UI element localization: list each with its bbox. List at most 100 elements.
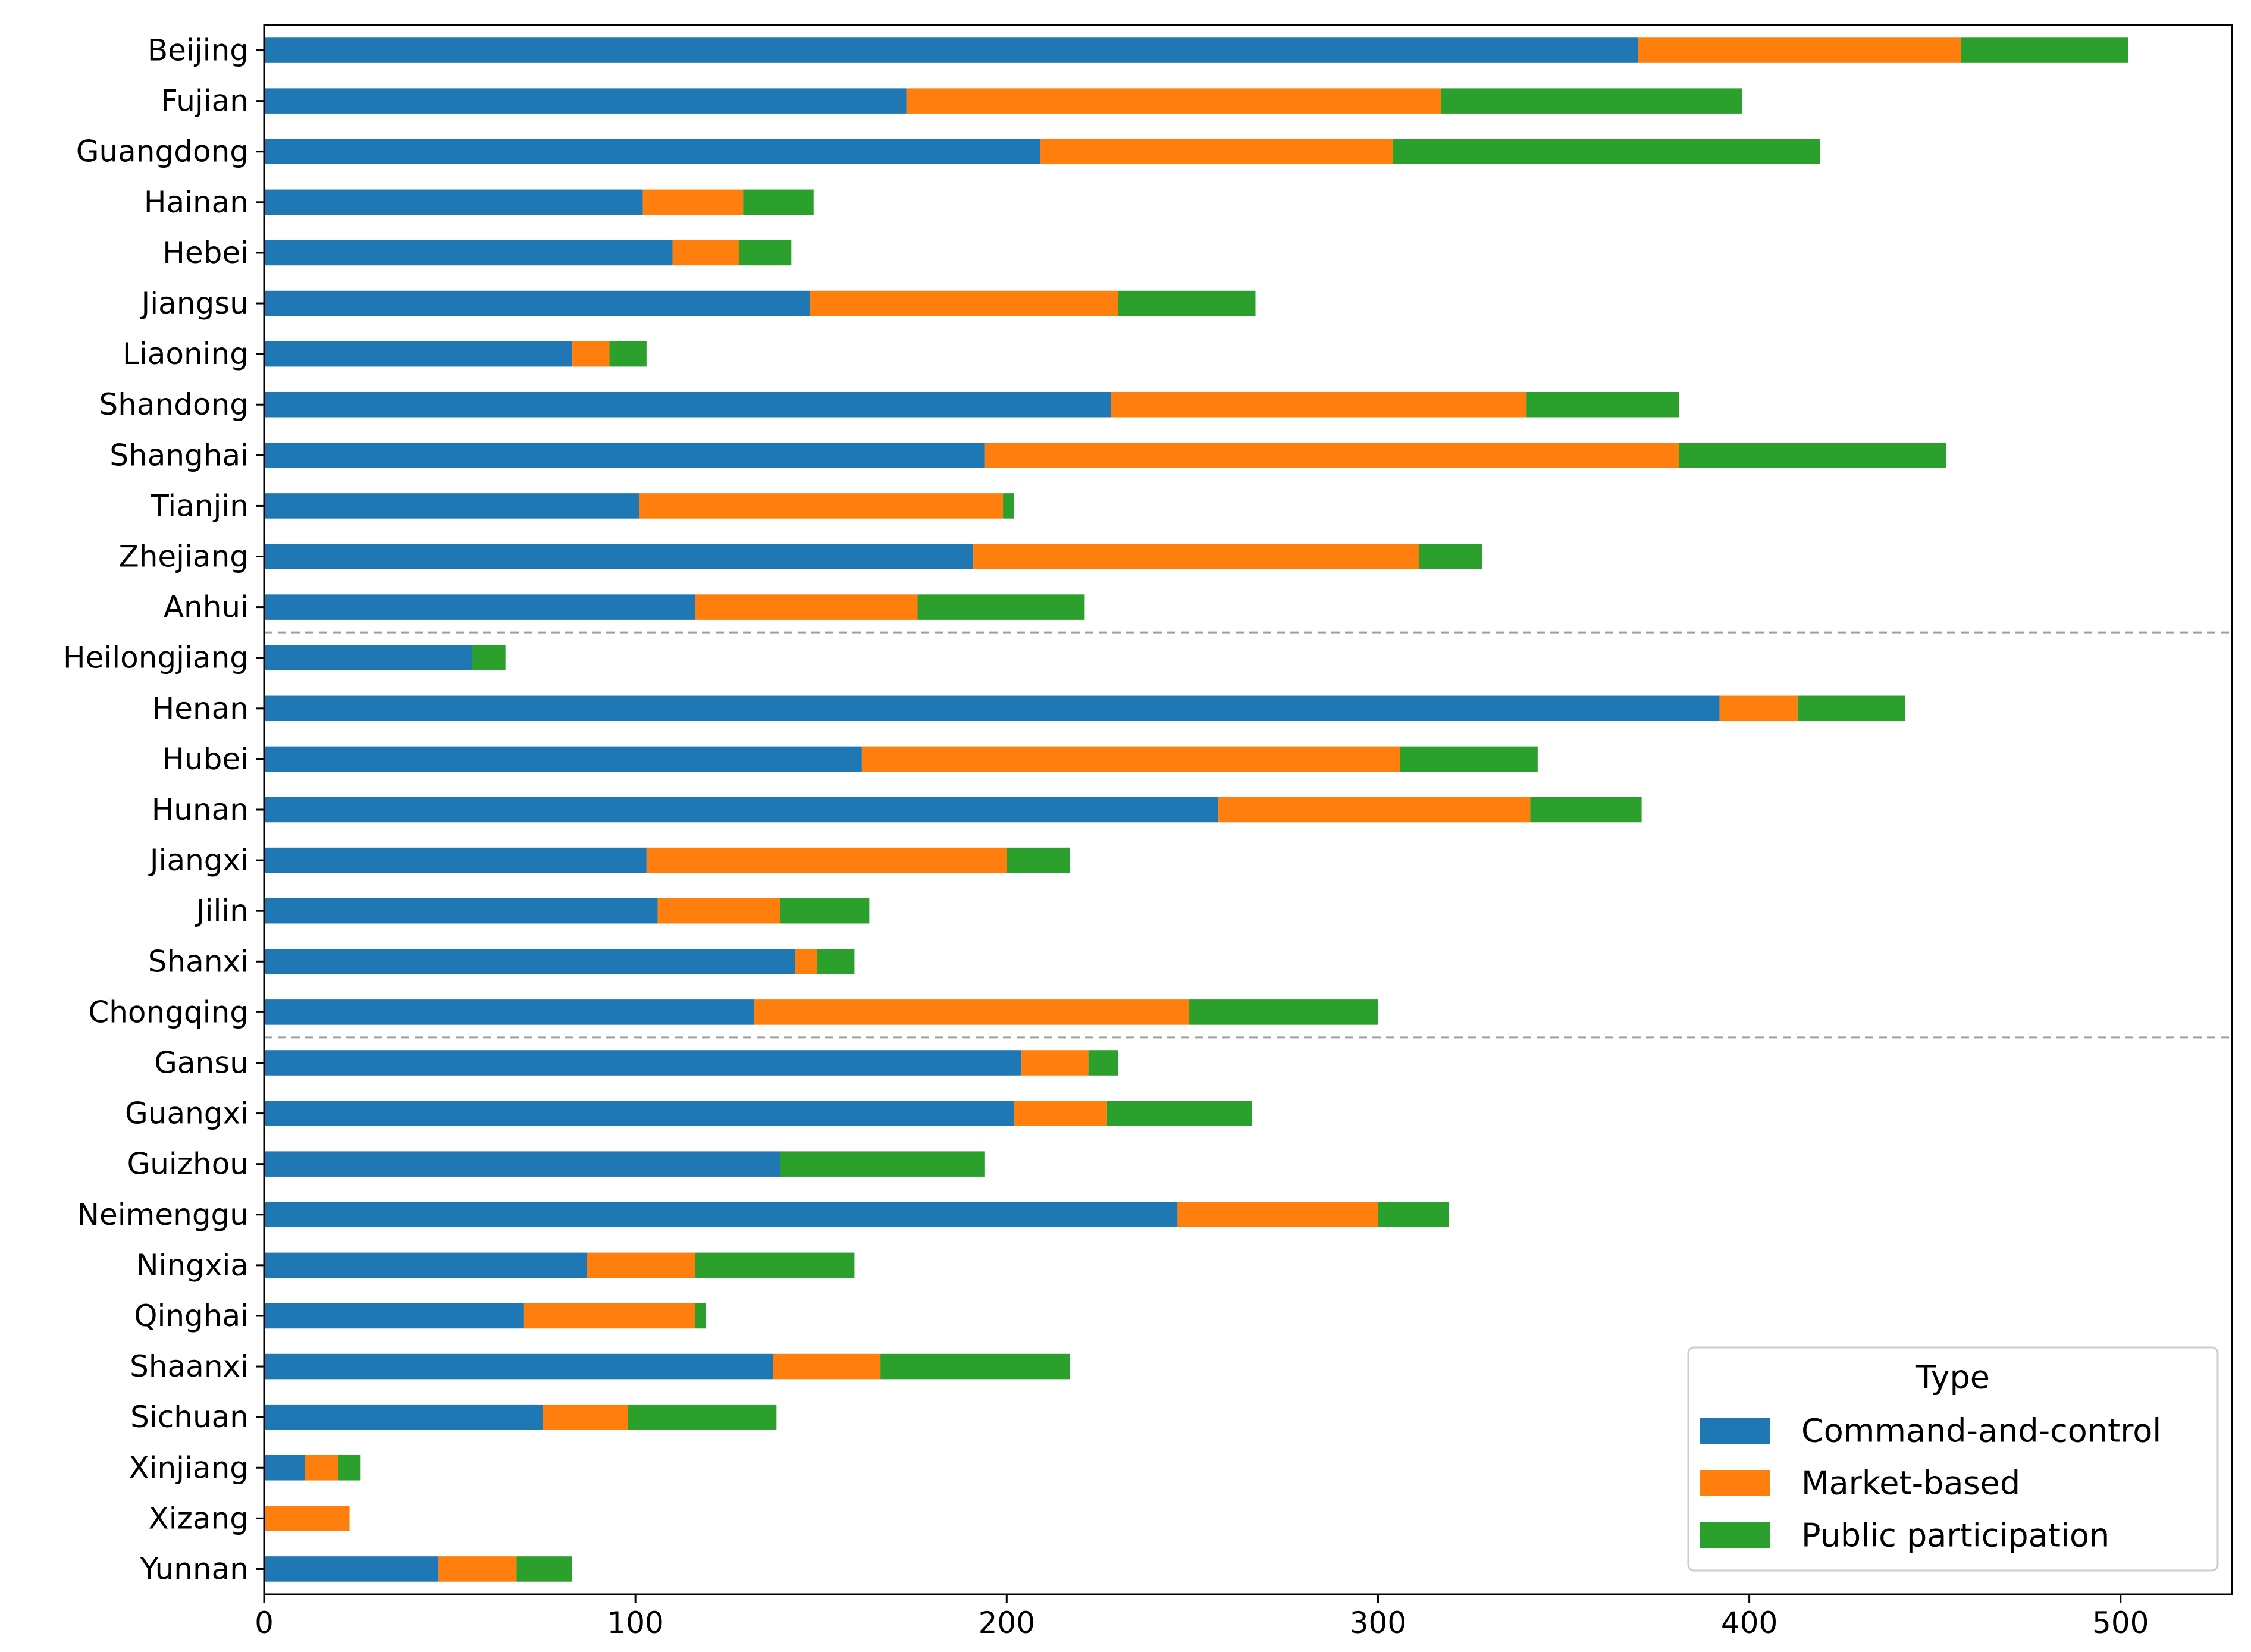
bar-sichuan-command-and-control [264, 1404, 543, 1430]
bar-jilin-public-participation [780, 898, 870, 924]
bar-hunan-command-and-control [264, 797, 1219, 823]
bar-gansu-market-based [1021, 1050, 1089, 1076]
bar-tianjin-market-based [639, 493, 1004, 519]
y-tick-label-guizhou: Guizhou [127, 1147, 249, 1181]
y-tick-label-xinjiang: Xinjiang [128, 1450, 249, 1485]
bar-ningxia-market-based [587, 1252, 695, 1278]
bar-guizhou-command-and-control [264, 1151, 780, 1177]
bar-shanxi-command-and-control [264, 949, 795, 974]
bar-beijing-public-participation [1961, 37, 2128, 63]
bar-chongqing-public-participation [1189, 999, 1378, 1025]
y-tick-label-hunan: Hunan [152, 792, 249, 827]
y-tick-label-hainan: Hainan [144, 185, 249, 220]
legend-label-command-and-control: Command-and-control [1801, 1412, 2161, 1450]
bar-chongqing-command-and-control [264, 999, 754, 1025]
bar-jilin-command-and-control [264, 898, 658, 924]
bar-hunan-market-based [1218, 797, 1531, 823]
bar-hebei-public-participation [739, 240, 792, 266]
bar-guizhou-public-participation [780, 1151, 985, 1177]
y-tick-label-ningxia: Ningxia [136, 1248, 249, 1283]
bar-liaoning-market-based [572, 341, 610, 367]
group-separators [264, 631, 2232, 1039]
bar-shanxi-public-participation [817, 949, 855, 974]
y-tick-label-tianjin: Tianjin [150, 488, 249, 523]
bar-shanxi-market-based [795, 949, 817, 974]
bar-liaoning-command-and-control [264, 341, 573, 367]
y-tick-label-shanxi: Shanxi [148, 944, 249, 979]
y-tick-label-guangdong: Guangdong [76, 134, 249, 169]
bar-shandong-command-and-control [264, 391, 1111, 418]
legend-items: Command-and-control Market-based Public pa… [1700, 1412, 2161, 1554]
legend-swatch-command-and-control [1700, 1418, 1770, 1444]
bar-gansu-command-and-control [264, 1050, 1022, 1076]
bar-guangdong-command-and-control [264, 139, 1040, 165]
bar-shaanxi-public-participation [880, 1353, 1070, 1380]
bar-shaanxi-market-based [773, 1353, 881, 1380]
y-tick-label-liaoning: Liaoning [123, 337, 249, 371]
y-tick-label-yunnan: Yunnan [140, 1551, 249, 1586]
bar-jiangxi-command-and-control [264, 847, 647, 873]
y-tick-label-qinghai: Qinghai [134, 1299, 249, 1333]
bar-shanghai-market-based [984, 443, 1679, 468]
bars-layer [264, 37, 2128, 1582]
y-tick-label-neimenggu: Neimenggu [77, 1198, 249, 1232]
y-tick-label-henan: Henan [152, 691, 249, 726]
y-tick-label-shandong: Shandong [99, 387, 249, 422]
y-tick-label-guangxi: Guangxi [125, 1096, 249, 1131]
bar-guangxi-public-participation [1106, 1101, 1252, 1126]
legend-frame [1687, 1346, 2219, 1572]
bar-shanghai-command-and-control [264, 443, 985, 468]
y-tick-label-shaanxi: Shaanxi [130, 1349, 249, 1384]
bar-zhejiang-market-based [973, 544, 1419, 569]
bar-jiangxi-market-based [646, 847, 1007, 873]
bar-zhejiang-command-and-control [264, 544, 974, 569]
bar-neimenggu-public-participation [1378, 1202, 1449, 1228]
bar-beijing-market-based [1638, 37, 1961, 63]
bar-guangdong-public-participation [1393, 139, 1820, 165]
y-tick-label-xizang: Xizang [149, 1501, 249, 1535]
bar-yunnan-public-participation [516, 1556, 573, 1582]
legend: Type Command-and-control Market-based Publ… [1687, 1346, 2219, 1572]
bar-sichuan-public-participation [628, 1404, 777, 1430]
y-tick-label-sichuan: Sichuan [130, 1400, 249, 1434]
bar-jiangsu-public-participation [1118, 290, 1256, 316]
bar-xinjiang-command-and-control [264, 1454, 305, 1481]
bar-jiangsu-command-and-control [264, 290, 810, 316]
bar-yunnan-market-based [438, 1556, 517, 1582]
y-tick-label-shanghai: Shanghai [109, 438, 249, 472]
x-tick-label-100: 100 [607, 1606, 663, 1640]
y-tick-label-jiangsu: Jiangsu [140, 286, 249, 321]
bar-xizang-market-based [264, 1506, 350, 1531]
bar-shandong-public-participation [1526, 391, 1679, 418]
bar-chongqing-market-based [754, 999, 1189, 1025]
bar-xinjiang-market-based [305, 1454, 338, 1481]
bar-anhui-public-participation [917, 594, 1085, 620]
y-tick-label-zhejiang: Zhejiang [118, 540, 249, 574]
bar-gansu-public-participation [1088, 1050, 1118, 1076]
y-tick-label-beijing: Beijing [148, 33, 249, 68]
y-tick-label-anhui: Anhui [164, 590, 249, 625]
bar-zhejiang-public-participation [1419, 544, 1482, 569]
bar-hainan-command-and-control [264, 189, 643, 215]
bar-guangxi-command-and-control [264, 1101, 1014, 1126]
bar-hubei-public-participation [1400, 746, 1538, 772]
legend-label-public-participation: Public participation [1801, 1517, 2109, 1554]
bar-hebei-command-and-control [264, 240, 673, 266]
bar-neimenggu-command-and-control [264, 1202, 1178, 1228]
x-tick-label-300: 300 [1350, 1606, 1406, 1640]
bar-beijing-command-and-control [264, 37, 1638, 63]
bar-heilongjiang-command-and-control [264, 645, 472, 670]
bar-hainan-market-based [642, 189, 744, 215]
bar-tianjin-public-participation [1003, 493, 1014, 519]
x-tick-label-200: 200 [979, 1606, 1035, 1640]
bar-jiangsu-market-based [810, 290, 1118, 316]
bar-hubei-command-and-control [264, 746, 862, 772]
bar-fujian-public-participation [1441, 88, 1742, 114]
bar-shandong-market-based [1111, 391, 1527, 418]
legend-label-market-based: Market-based [1801, 1465, 2020, 1502]
bar-hunan-public-participation [1530, 797, 1642, 823]
axes: Beijing Fujian Guangdong Hainan Hebei Jiangsu… [63, 24, 2233, 1640]
bar-shaanxi-command-and-control [264, 1353, 773, 1380]
